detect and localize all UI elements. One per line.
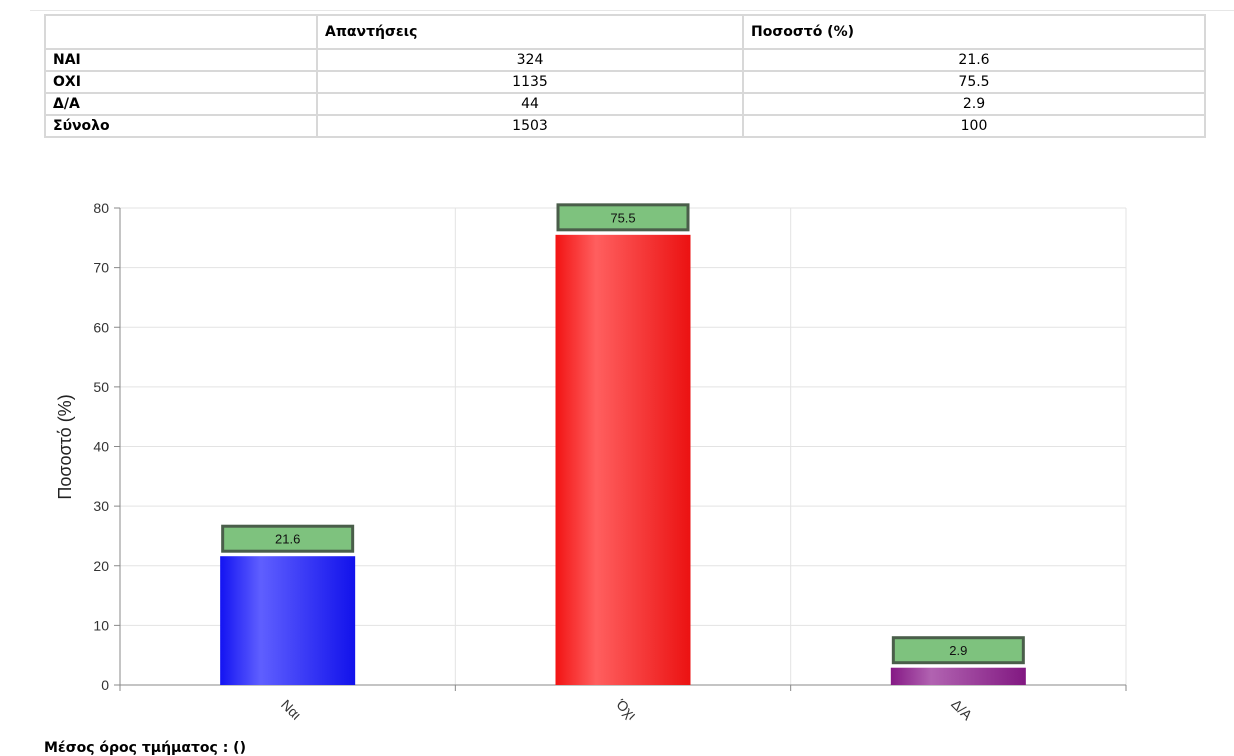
y-tick-label: 0: [101, 677, 109, 693]
table-row: ΟΧΙ 1135 75.5: [44, 70, 1206, 94]
header-answers: Απαντήσεις: [316, 14, 744, 50]
table-row-total: Σύνολο 1503 100: [44, 114, 1206, 138]
bar-2: [555, 234, 691, 686]
row-percent: 21.6: [742, 48, 1206, 72]
section-average-label: Μέσος όρος τμήματος : (): [44, 740, 246, 756]
data-label-box: [891, 636, 1025, 665]
row-label: Σύνολο: [44, 114, 318, 138]
row-count: 44: [316, 92, 744, 116]
row-count: 324: [316, 48, 744, 72]
y-tick-label: 60: [93, 319, 109, 335]
y-tick-label: 10: [93, 617, 109, 633]
table-row: Δ/Α 44 2.9: [44, 92, 1206, 116]
header-empty-cell: [44, 14, 318, 50]
header-percent: Ποσοστό (%): [742, 14, 1206, 50]
row-percent: 100: [742, 114, 1206, 138]
data-label: 21.6: [275, 532, 300, 547]
row-percent: 2.9: [742, 92, 1206, 116]
x-tick-label: Όχι: [613, 696, 640, 723]
data-label-box: [556, 203, 690, 232]
data-label: 2.9: [949, 643, 967, 658]
row-label: ΝΑΙ: [44, 48, 318, 72]
row-percent: 75.5: [742, 70, 1206, 94]
x-tick-label: Δ/Α: [948, 696, 976, 724]
y-axis-title: Ποσοστό (%): [55, 394, 75, 499]
bar-3: [890, 667, 1026, 685]
y-tick-label: 40: [93, 439, 109, 455]
bars: [220, 234, 1026, 686]
results-table: Απαντήσεις Ποσοστό (%) ΝΑΙ 324 21.6 ΟΧΙ …: [44, 14, 1206, 138]
bar-1: [220, 556, 356, 685]
y-tick-label: 70: [93, 260, 109, 276]
table-header-row: Απαντήσεις Ποσοστό (%): [44, 14, 1206, 50]
table-row: ΝΑΙ 324 21.6: [44, 48, 1206, 72]
row-count: 1503: [316, 114, 744, 138]
y-tick-label: 30: [93, 498, 109, 514]
y-tick-label: 50: [93, 379, 109, 395]
x-tick-label: Ναι: [278, 696, 304, 722]
row-label: ΟΧΙ: [44, 70, 318, 94]
y-tick-label: 20: [93, 558, 109, 574]
data-labels: 21.6 75.5 2.9: [221, 203, 1025, 665]
y-tick-label: 80: [93, 200, 109, 216]
row-count: 1135: [316, 70, 744, 94]
data-label-box: [221, 524, 355, 553]
data-label: 75.5: [610, 210, 635, 225]
row-label: Δ/Α: [44, 92, 318, 116]
bar-chart: 0 10 20 30 40 50 60 70 80 Ναι Όχι Δ/Α 21.6 75.5 2.9 Π…: [55, 200, 1127, 724]
top-divider: [30, 10, 1234, 11]
